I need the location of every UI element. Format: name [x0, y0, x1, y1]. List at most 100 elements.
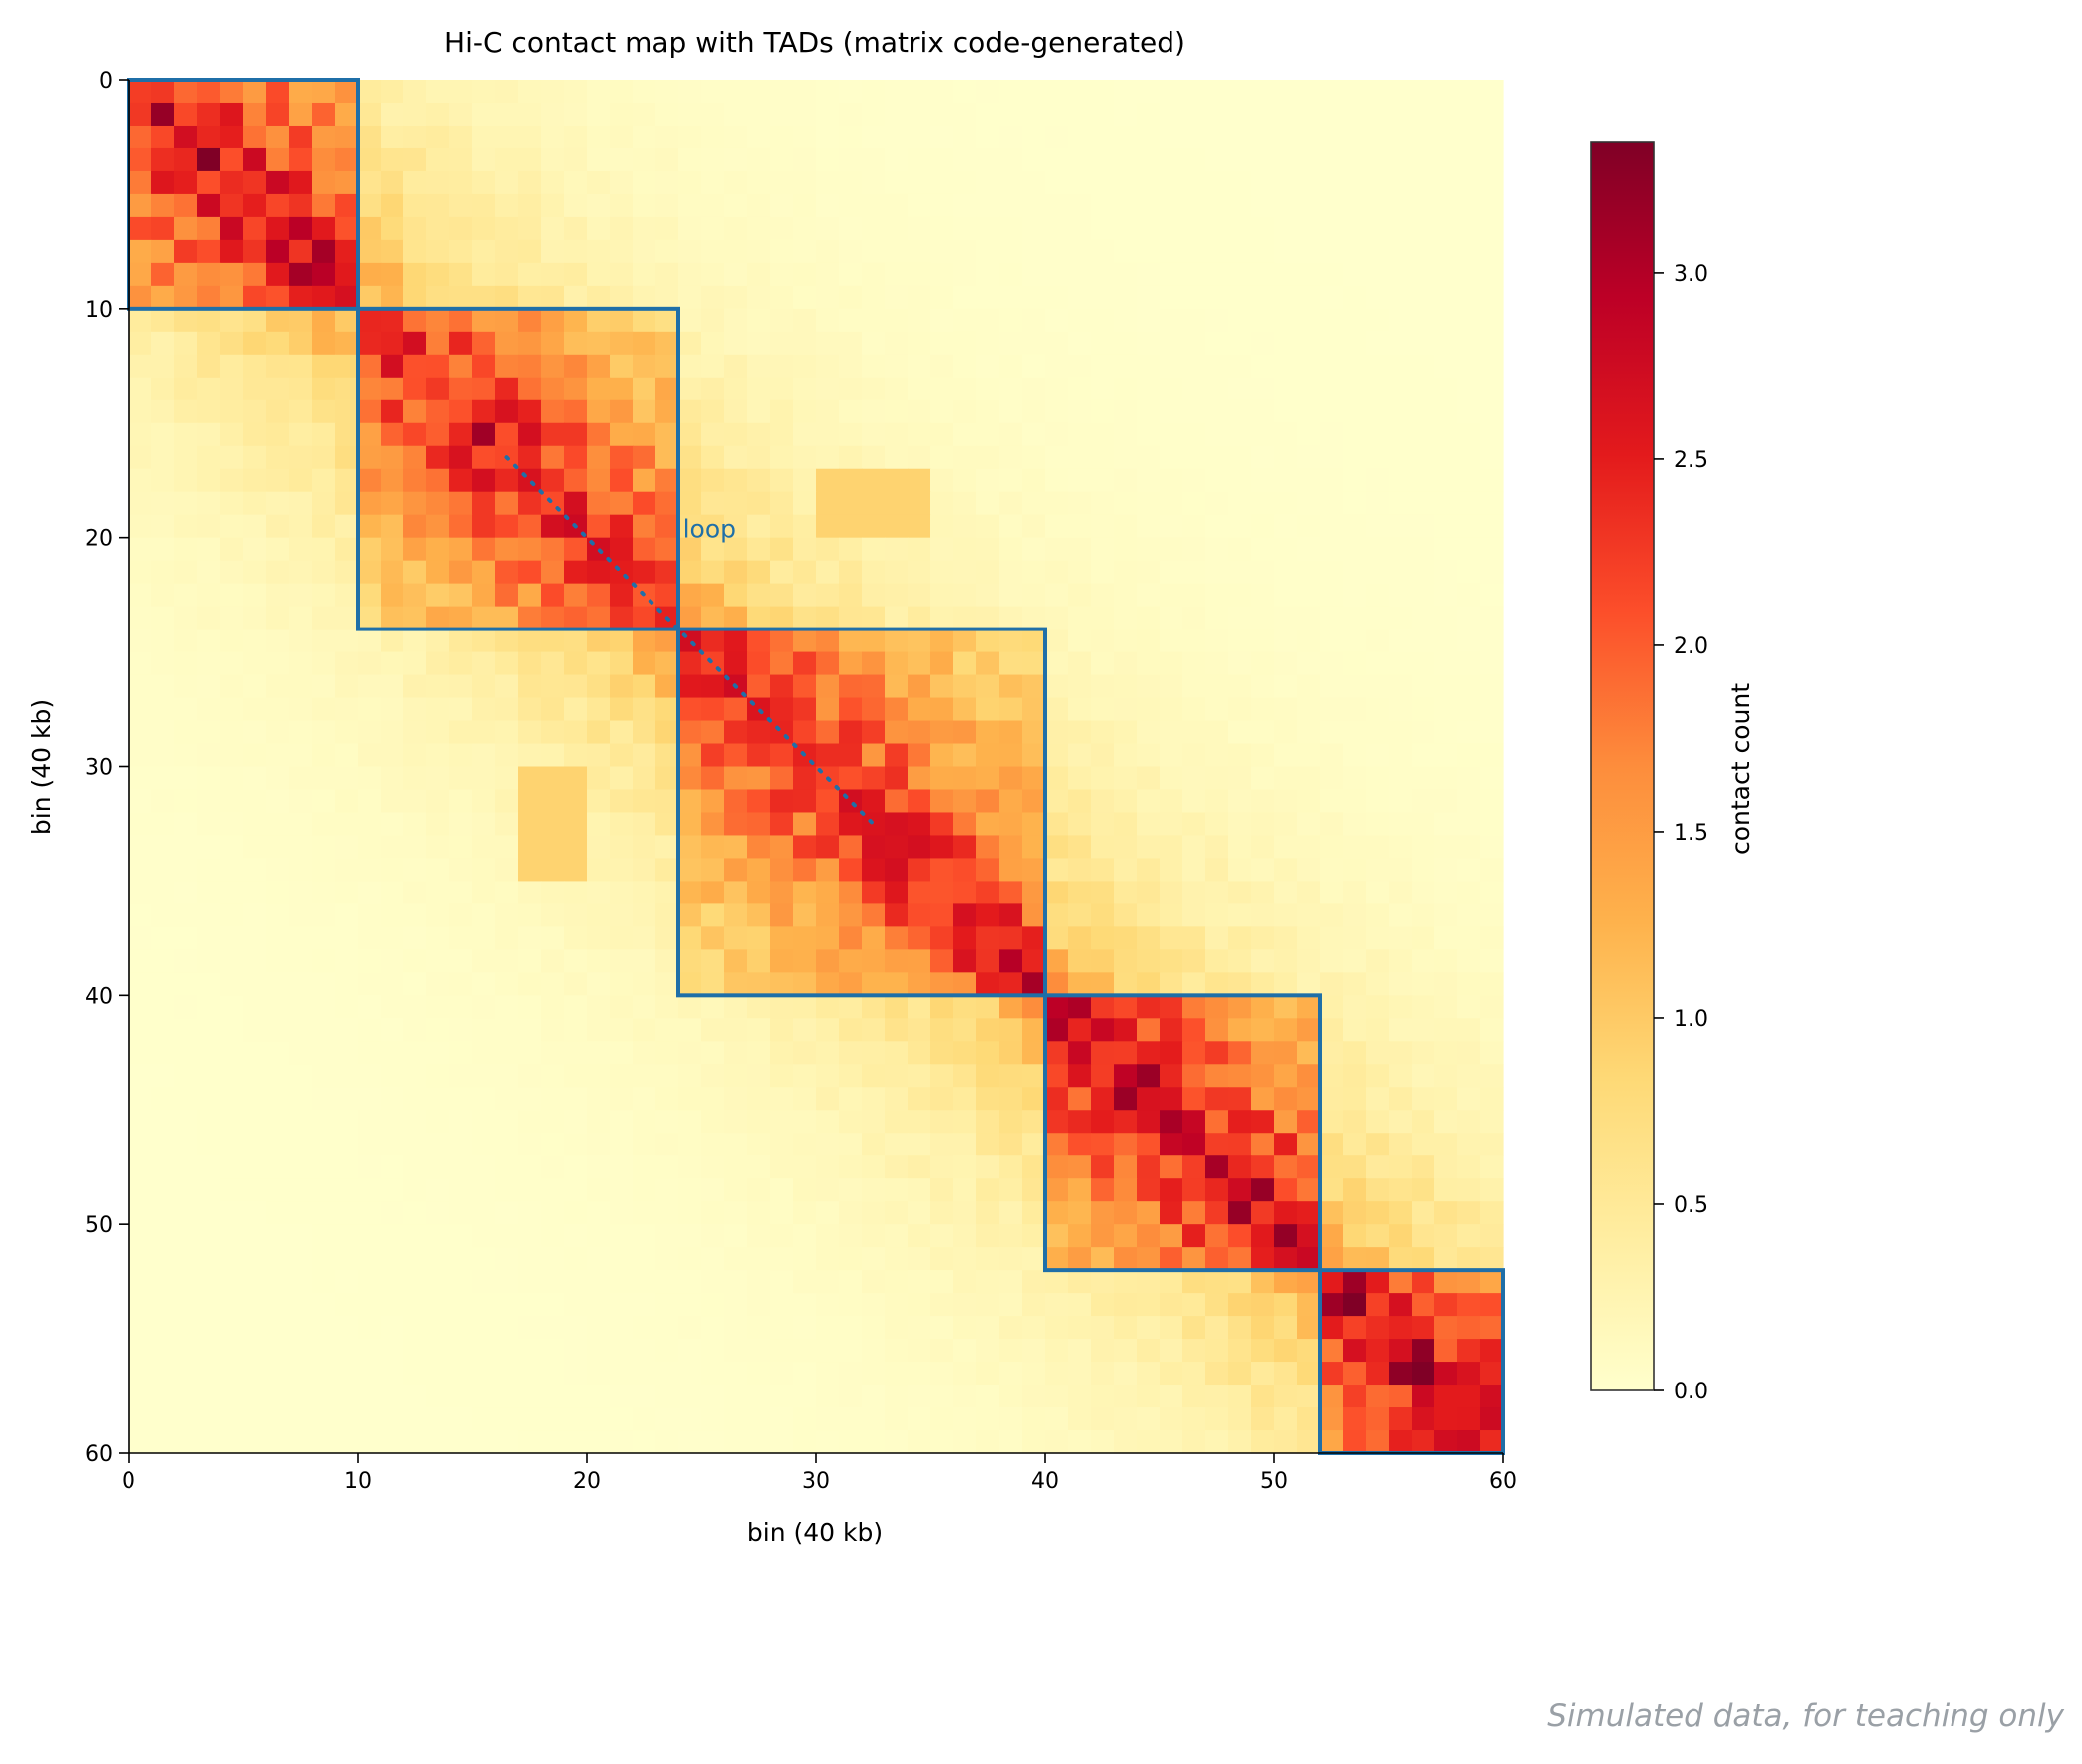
- heatmap-cell: [885, 399, 909, 424]
- heatmap-cell: [1274, 102, 1298, 126]
- heatmap-cell: [724, 789, 748, 814]
- heatmap-cell: [1320, 399, 1344, 424]
- heatmap-cell: [1320, 766, 1344, 791]
- heatmap-cell: [1205, 399, 1229, 424]
- heatmap-cell: [816, 926, 840, 950]
- heatmap-cell: [312, 377, 336, 401]
- heatmap-cell: [403, 995, 427, 1019]
- heatmap-cell: [220, 606, 244, 630]
- heatmap-cell: [495, 308, 519, 333]
- heatmap-cell: [1343, 422, 1367, 447]
- heatmap-cell: [770, 1224, 794, 1248]
- heatmap-cell: [724, 1270, 748, 1294]
- heatmap-cell: [930, 239, 954, 264]
- heatmap-cell: [1114, 720, 1138, 745]
- heatmap-cell: [655, 1316, 679, 1340]
- heatmap-cell: [770, 354, 794, 378]
- heatmap-cell: [1045, 903, 1069, 927]
- heatmap-cell: [1160, 193, 1183, 218]
- heatmap-cell: [472, 216, 496, 241]
- heatmap-cell: [678, 743, 702, 768]
- heatmap-cell: [335, 972, 359, 996]
- heatmap-cell: [701, 1041, 725, 1065]
- heatmap-cell: [999, 1155, 1023, 1179]
- heatmap-cell: [197, 331, 221, 356]
- heatmap-cell: [816, 1041, 840, 1065]
- heatmap-cell: [724, 949, 748, 973]
- heatmap-cell: [197, 1224, 221, 1248]
- heatmap-cell: [541, 216, 565, 241]
- heatmap-cell: [1114, 835, 1138, 860]
- heatmap-cell: [518, 445, 542, 470]
- heatmap-cell: [1412, 1155, 1435, 1179]
- heatmap-cell: [495, 514, 519, 539]
- heatmap-cell: [1114, 926, 1138, 950]
- x-tick-label: 40: [1031, 1469, 1059, 1494]
- heatmap-cell: [587, 147, 611, 172]
- heatmap-cell: [1091, 720, 1115, 745]
- heatmap-cell: [403, 835, 427, 860]
- heatmap-cell: [266, 147, 290, 172]
- heatmap-cell: [174, 1270, 198, 1294]
- heatmap-cell: [1228, 697, 1252, 722]
- heatmap-cell: [1412, 147, 1435, 172]
- heatmap-cell: [793, 1155, 817, 1179]
- heatmap-cell: [908, 308, 931, 333]
- heatmap-cell: [220, 285, 244, 310]
- heatmap-cell: [1251, 858, 1275, 882]
- heatmap-cell: [358, 926, 382, 950]
- heatmap-cell: [1137, 903, 1161, 927]
- heatmap-cell: [976, 1430, 1000, 1454]
- heatmap-cell: [449, 720, 473, 745]
- heatmap-cell: [816, 881, 840, 904]
- heatmap-cell: [1457, 926, 1481, 950]
- heatmap-cell: [151, 331, 175, 356]
- heatmap-cell: [1068, 812, 1092, 837]
- heatmap-cell: [816, 468, 840, 493]
- heatmap-cell: [610, 354, 634, 378]
- heatmap-cell: [701, 285, 725, 310]
- heatmap-cell: [610, 629, 634, 653]
- heatmap-cell: [655, 949, 679, 973]
- heatmap-cell: [220, 445, 244, 470]
- heatmap-cell: [610, 331, 634, 356]
- heatmap-cell: [862, 537, 886, 562]
- heatmap-cell: [220, 789, 244, 814]
- heatmap-cell: [1389, 1430, 1413, 1454]
- heatmap-cell: [1434, 1087, 1458, 1111]
- heatmap-cell: [358, 1041, 382, 1065]
- heatmap-cell: [633, 858, 656, 882]
- heatmap-cell: [678, 331, 702, 356]
- heatmap-cell: [220, 835, 244, 860]
- heatmap-cell: [610, 1087, 634, 1111]
- heatmap-cell: [655, 1018, 679, 1042]
- heatmap-cell: [289, 903, 313, 927]
- heatmap-cell: [770, 193, 794, 218]
- heatmap-cell: [976, 1316, 1000, 1340]
- heatmap-cell: [999, 147, 1023, 172]
- heatmap-cell: [1251, 331, 1275, 356]
- heatmap-cell: [129, 1385, 152, 1408]
- heatmap-cell: [312, 560, 336, 585]
- heatmap-cell: [1434, 926, 1458, 950]
- heatmap-cell: [426, 858, 450, 882]
- heatmap-cell: [610, 1293, 634, 1317]
- heatmap-cell: [908, 216, 931, 241]
- heatmap-cell: [816, 262, 840, 287]
- heatmap-cell: [816, 560, 840, 585]
- heatmap-cell: [770, 102, 794, 126]
- heatmap-cell: [816, 354, 840, 378]
- heatmap-cell: [976, 1270, 1000, 1294]
- heatmap-cell: [1022, 720, 1046, 745]
- heatmap-cell: [1457, 514, 1481, 539]
- heatmap-cell: [472, 697, 496, 722]
- heatmap-cell: [1274, 1178, 1298, 1202]
- heatmap-cell: [1114, 102, 1138, 126]
- heatmap-cell: [610, 1430, 634, 1454]
- heatmap-cell: [381, 1407, 404, 1431]
- heatmap-cell: [1412, 262, 1435, 287]
- heatmap-cell: [426, 399, 450, 424]
- heatmap-cell: [862, 468, 886, 493]
- heatmap-cell: [220, 1155, 244, 1179]
- heatmap-cell: [266, 1362, 290, 1386]
